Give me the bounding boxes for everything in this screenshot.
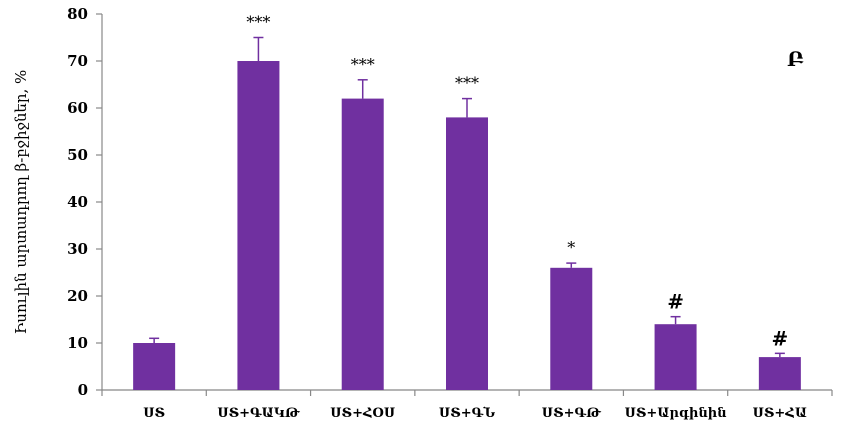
y-tick-label: 70	[67, 52, 88, 70]
y-tick-label: 40	[67, 193, 88, 211]
significance-annotation: #	[667, 290, 684, 314]
bar	[341, 98, 384, 390]
bar	[654, 324, 697, 390]
significance-annotation: #	[771, 326, 788, 350]
y-tick-label: 50	[67, 146, 88, 164]
bar	[237, 61, 280, 390]
bar	[550, 267, 593, 390]
y-axis: 0 10 20 30 40 50 60 70 80	[67, 5, 103, 399]
category-labels: ՍՏ ՍՏ+ԳԱԿԹ ՍՏ+ՀՕՍ ՍՏ+ԳՆ ՍՏ+ԳԹ ՍՏ+Արգինին ՍՏ+ՀԱ	[143, 406, 807, 421]
bar	[446, 117, 488, 391]
bars: **********##	[133, 13, 801, 391]
y-tick-label: 20	[67, 287, 88, 305]
y-tick-label: 10	[67, 334, 88, 352]
significance-annotation: ***	[246, 13, 270, 32]
x-tick-label: ՍՏ+ԳՆ	[439, 406, 495, 421]
x-axis	[101, 389, 833, 396]
panel-letter: Բ	[787, 47, 804, 71]
y-axis-label: Իսուլին արտադրող β-բջիջներ, %	[12, 70, 30, 335]
bar	[758, 357, 801, 390]
x-tick-label: ՍՏ+ՀՕՍ	[330, 406, 395, 421]
y-tick-label: 30	[67, 240, 88, 258]
y-tick-label: 80	[67, 5, 88, 23]
x-tick-label: ՍՏ+ՀԱ	[753, 406, 808, 421]
bar	[133, 343, 176, 390]
significance-annotation: ***	[351, 55, 375, 74]
x-tick-label: ՍՏ+ԳԱԿԹ	[217, 406, 301, 421]
significance-annotation: *	[567, 238, 575, 257]
x-tick-label: ՍՏ+ԳԹ	[542, 406, 602, 421]
x-tick-label: ՍՏ+Արգինին	[625, 406, 727, 421]
y-tick-label: 60	[67, 99, 88, 117]
significance-annotation: ***	[455, 74, 479, 93]
y-tick-label: 0	[78, 381, 88, 399]
x-tick-label: ՍՏ	[143, 406, 165, 421]
